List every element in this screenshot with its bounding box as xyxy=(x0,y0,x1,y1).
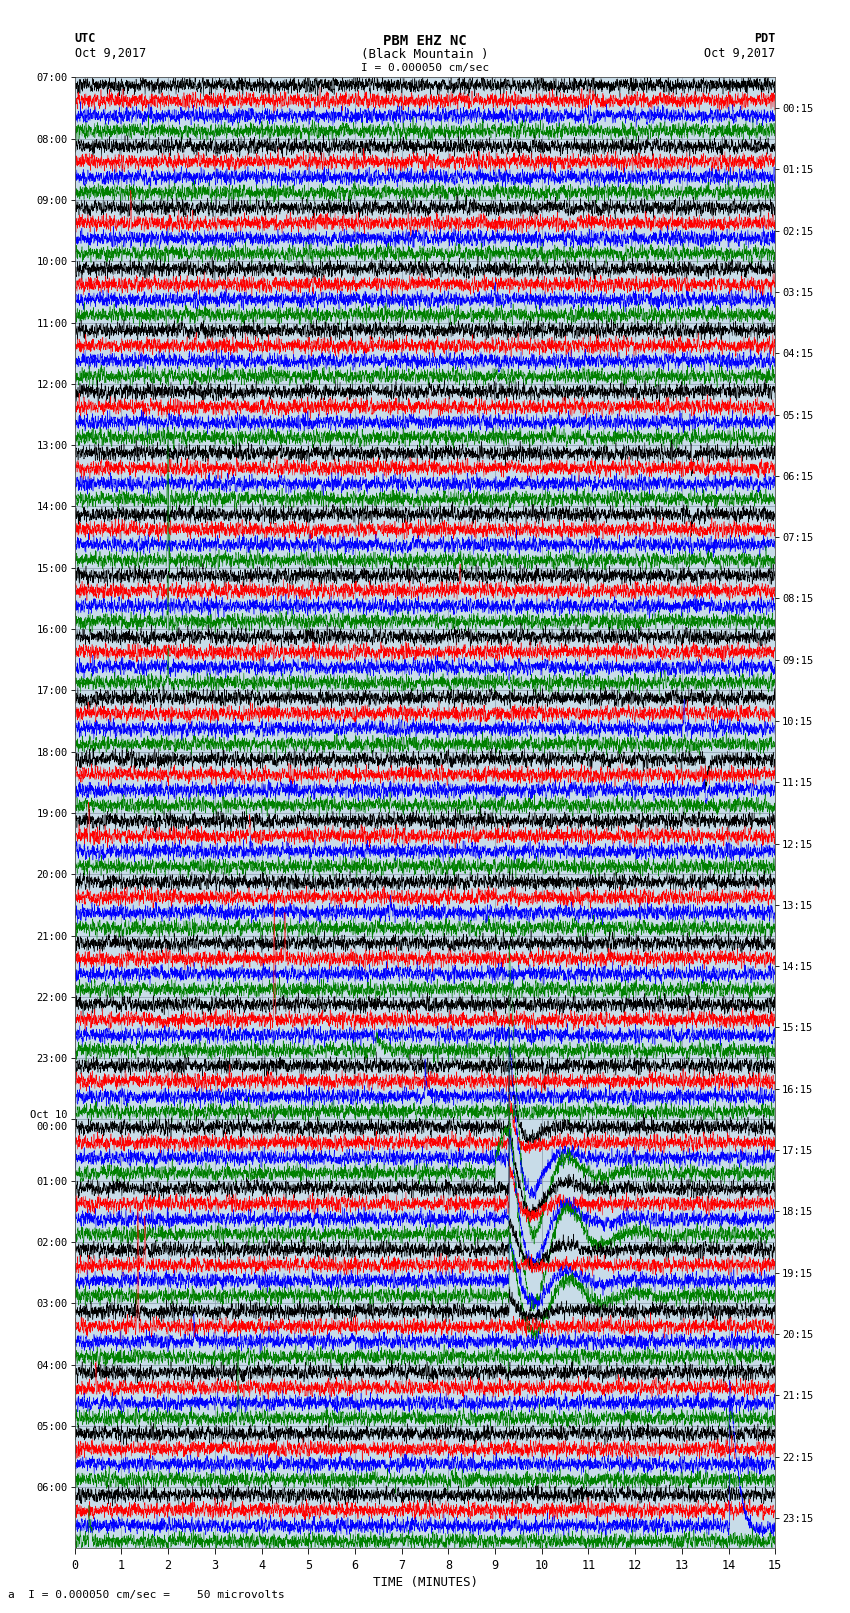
Text: Oct 9,2017: Oct 9,2017 xyxy=(704,47,775,60)
Text: UTC: UTC xyxy=(75,32,96,45)
Text: PDT: PDT xyxy=(754,32,775,45)
Text: Oct 9,2017: Oct 9,2017 xyxy=(75,47,146,60)
Text: a  I = 0.000050 cm/sec =    50 microvolts: a I = 0.000050 cm/sec = 50 microvolts xyxy=(8,1590,286,1600)
X-axis label: TIME (MINUTES): TIME (MINUTES) xyxy=(372,1576,478,1589)
Text: (Black Mountain ): (Black Mountain ) xyxy=(361,48,489,61)
Text: I = 0.000050 cm/sec: I = 0.000050 cm/sec xyxy=(361,63,489,73)
Text: PBM EHZ NC: PBM EHZ NC xyxy=(383,34,467,48)
